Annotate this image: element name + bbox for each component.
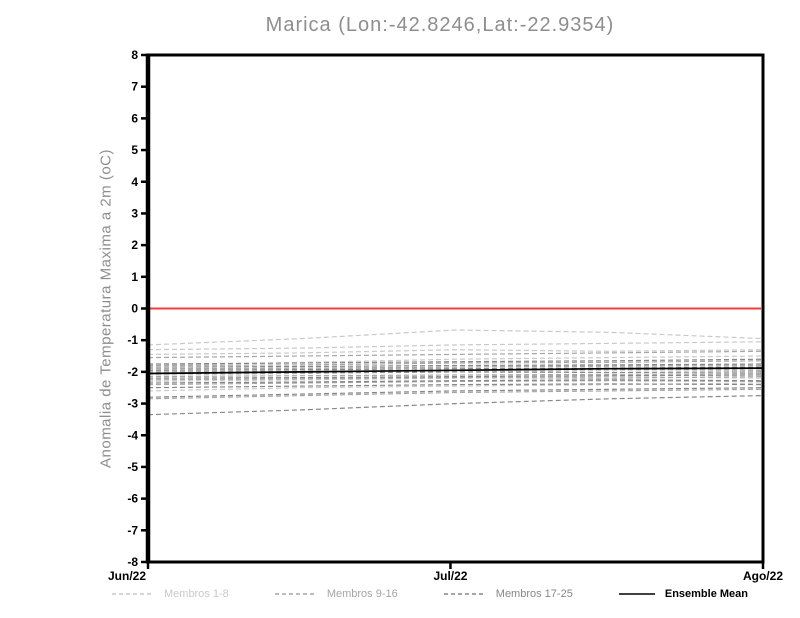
- ensemble-member-line: [147, 349, 764, 355]
- y-tick-label: 6: [131, 111, 138, 125]
- y-tick-label: 2: [131, 238, 138, 252]
- y-tick-label: 1: [131, 270, 138, 284]
- ensemble-member-line: [147, 395, 764, 416]
- ensemble-member-line: [147, 379, 764, 384]
- legend: Membros 1-8 Membros 9-16 Membros 17-25 E…: [110, 588, 748, 600]
- x-tick-label: Jul/22: [433, 569, 467, 583]
- legend-entry-membros-1-8: Membros 1-8: [110, 588, 229, 600]
- ensemble-member-line: [147, 341, 764, 351]
- x-tick-label: Ago/22: [743, 569, 783, 583]
- legend-entry-ensemble-mean: Ensemble Mean: [617, 588, 748, 600]
- ensemble-member-line: [147, 387, 764, 398]
- y-tick-label: -5: [127, 460, 138, 474]
- ensemble-member-line: [147, 329, 764, 346]
- ensemble-mean-line: [147, 367, 764, 375]
- ensemble-member-line: [147, 363, 764, 368]
- y-tick-label: 0: [131, 302, 138, 316]
- legend-label: Membros 9-16: [326, 588, 398, 600]
- ensemble-member-line: [147, 388, 764, 400]
- y-tick-label: -3: [127, 397, 138, 411]
- legend-label: Membros 17-25: [495, 588, 573, 600]
- ensemble-member-line: [147, 380, 764, 386]
- ensemble-member-line: [147, 383, 764, 389]
- y-tick-label: 8: [131, 48, 138, 62]
- x-tick-label: Jun/22: [108, 569, 146, 583]
- y-tick-label: 5: [131, 143, 138, 157]
- ensemble-member-line: [147, 360, 764, 367]
- y-tick-label: -8: [127, 555, 138, 569]
- dashed-line-icon: [274, 593, 317, 595]
- ensemble-member-line: [147, 372, 764, 378]
- y-tick-label: 3: [131, 206, 138, 220]
- ensemble-member-line: [147, 358, 764, 365]
- solid-line-icon: [618, 593, 655, 595]
- ensemble-member-line: [147, 350, 764, 359]
- y-tick-label: -4: [127, 428, 138, 442]
- y-tick-label: -7: [127, 523, 138, 537]
- dashed-line-icon: [112, 593, 154, 595]
- chart-title: Marica (Lon:-42.8246,Lat:-22.9354): [265, 14, 615, 36]
- legend-label: Ensemble Mean: [664, 588, 748, 600]
- legend-entry-membros-9-16: Membros 9-16: [273, 588, 398, 600]
- y-tick-label: -2: [127, 365, 138, 379]
- ensemble-member-line: [147, 364, 764, 370]
- legend-entry-membros-17-25: Membros 17-25: [442, 588, 573, 600]
- ensemble-member-line: [147, 371, 764, 375]
- ensemble-member-line: [147, 355, 764, 367]
- y-tick-label: 7: [131, 80, 138, 94]
- ensemble-member-line: [147, 376, 764, 381]
- y-tick-label: -6: [127, 492, 138, 506]
- dashed-line-icon: [443, 593, 486, 595]
- y-tick-label: -1: [127, 333, 138, 347]
- y-tick-label: 4: [131, 175, 138, 189]
- ensemble-member-line: [147, 374, 764, 379]
- legend-label: Membros 1-8: [164, 588, 229, 600]
